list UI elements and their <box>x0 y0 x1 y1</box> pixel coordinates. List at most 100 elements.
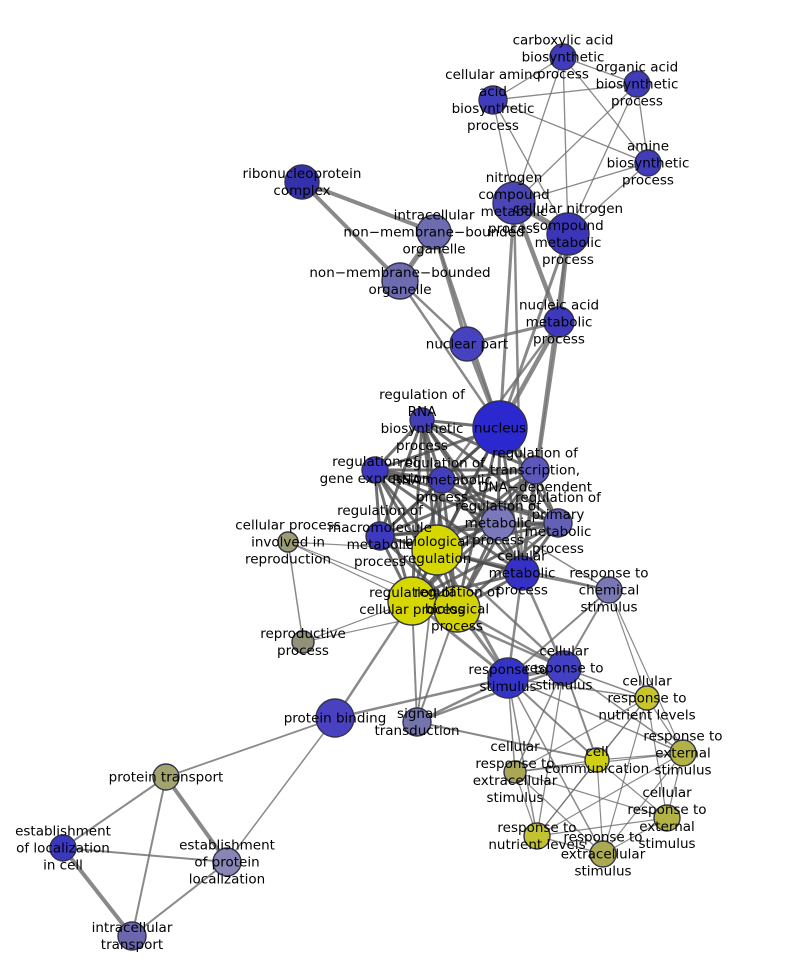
edge-protein-transport--establishment-localization-in-cell <box>62 776 167 849</box>
edge-organic-acid-biosynthetic--cellular-nitrogen-compound-metabolic <box>567 83 638 235</box>
node-response-nutrient-levels[interactable] <box>523 822 551 850</box>
edge-protein-binding--response-stimulus <box>334 676 509 720</box>
node-nuclear-part[interactable] <box>449 326 485 362</box>
node-regulation-primary-metabolic[interactable] <box>543 508 573 538</box>
edge-protein-binding--protein-transport <box>165 717 336 778</box>
node-ribonucleoprotein-complex[interactable] <box>284 164 320 200</box>
edge-carboxylic-acid-biosynthetic--nitrogen-compound-metabolic <box>513 56 564 204</box>
edge-nucleic-acid-metabolic--cellular-metabolic <box>520 321 561 574</box>
edge-cellular-response-extracellular-stimulus--cellular-response-external-stimulus <box>514 771 668 819</box>
edge-nitrogen-compound-metabolic--nucleus <box>498 202 516 429</box>
edge-response-external-stimulus--response-extracellular-stimulus <box>602 752 684 855</box>
node-regulation-biological-process[interactable] <box>433 585 481 633</box>
edge-cellular-response-nutrient-levels--cellular-response-extracellular-stimulus <box>514 697 648 773</box>
node-regulation-transcription-dna-dependent[interactable] <box>520 455 550 485</box>
edge-nitrogen-compound-metabolic--cellular-metabolic <box>512 202 524 574</box>
node-response-extracellular-stimulus[interactable] <box>589 840 617 868</box>
node-nmb-organelle[interactable] <box>381 262 419 300</box>
node-response-external-stimulus[interactable] <box>669 739 697 767</box>
edge-cellular-response-nutrient-levels--cellular-response-external-stimulus <box>646 697 668 819</box>
node-protein-binding[interactable] <box>315 698 355 738</box>
node-cellular-response-nutrient-levels[interactable] <box>634 685 660 711</box>
edge-protein-transport--establishment-protein-localization <box>164 775 229 864</box>
node-regulation-rna-metabolic[interactable] <box>428 466 456 494</box>
node-cellular-response-external-stimulus[interactable] <box>653 804 681 832</box>
node-organic-acid-biosynthetic[interactable] <box>623 70 651 98</box>
edge-cellular-response-nutrient-levels--response-extracellular-stimulus <box>602 697 648 855</box>
edge-cellular-response-stimulus--cellular-response-extracellular-stimulus <box>514 667 565 773</box>
node-layer <box>49 43 697 951</box>
edge-regulation-gene-expression--regulation-primary-metabolic <box>374 468 559 525</box>
node-cellular-response-stimulus[interactable] <box>546 650 582 686</box>
node-protein-transport[interactable] <box>152 763 180 791</box>
edge-response-stimulus--response-extracellular-stimulus <box>507 677 604 855</box>
edge-establishment-localization-in-cell--intracellular-transport <box>61 846 134 938</box>
edge-signal-transduction--biological-regulation <box>416 549 438 723</box>
edge-cellular-response-external-stimulus--response-nutrient-levels <box>536 817 668 837</box>
edge-establishment-localization-in-cell--establishment-protein-localization <box>62 847 228 863</box>
node-cellular-metabolic[interactable] <box>504 555 540 591</box>
edge-response-stimulus--response-chemical-stimulus <box>507 589 610 679</box>
node-regulation-macromolecule-metabolic[interactable] <box>365 521 395 551</box>
edge-cell-communication--response-extracellular-stimulus <box>596 759 604 855</box>
edge-ribonucleoprotein-complex--intracellular-nmb-organelle <box>301 180 435 234</box>
node-signal-transduction[interactable] <box>402 707 432 737</box>
edge-nucleus--regulation-biological-process <box>455 427 502 610</box>
edge-response-chemical-stimulus--cellular-response-nutrient-levels <box>608 589 648 699</box>
node-cellular-response-extracellular-stimulus[interactable] <box>503 760 527 784</box>
node-intracellular-nmb-organelle[interactable] <box>416 214 452 250</box>
edge-cellular-nitrogen-compound-metabolic--nucleus <box>498 233 570 429</box>
edge-cellular-response-stimulus--response-nutrient-levels <box>536 667 565 837</box>
node-cell-communication[interactable] <box>584 747 610 773</box>
node-biological-regulation[interactable] <box>411 524 463 576</box>
edge-carboxylic-acid-biosynthetic--cellular-nitrogen-compound-metabolic <box>562 56 569 235</box>
node-nucleic-acid-metabolic[interactable] <box>543 306 575 338</box>
node-regulation-gene-expression[interactable] <box>361 456 389 484</box>
edge-cellular-response-stimulus--response-external-stimulus <box>563 667 684 754</box>
node-establishment-protein-localization[interactable] <box>212 847 242 877</box>
edge-cellular-amino-acid-biosynthetic--cellular-nitrogen-compound-metabolic <box>492 99 569 235</box>
edge-ribonucleoprotein-complex--nmb-organelle <box>300 180 402 283</box>
edge-signal-transduction--cell-communication <box>416 721 598 761</box>
edge-cell-communication--cellular-response-external-stimulus <box>596 759 668 819</box>
node-carboxylic-acid-biosynthetic[interactable] <box>549 43 577 71</box>
edge-cellular-response-extracellular-stimulus--response-extracellular-stimulus <box>514 771 604 855</box>
edge-signal-transduction--cellular-response-stimulus <box>416 666 565 724</box>
edge-carboxylic-acid-biosynthetic--amine-biosynthetic <box>562 56 649 164</box>
edge-cellular-amino-acid-biosynthetic--organic-acid-biosynthetic <box>492 83 638 101</box>
label-layer: carboxylic acid biosynthetic processcellul… <box>15 33 723 953</box>
edge-regulation-rna-metabolic--regulation-primary-metabolic <box>441 478 559 525</box>
edge-cellular-response-stimulus--biological-regulation <box>436 549 565 669</box>
edge-organic-acid-biosynthetic--nitrogen-compound-metabolic <box>513 83 638 204</box>
node-response-stimulus[interactable] <box>487 657 529 699</box>
edge-response-chemical-stimulus--response-external-stimulus <box>608 589 684 754</box>
edge-nmb-organelle--nucleus <box>398 280 502 429</box>
node-regulation-metabolic[interactable] <box>480 505 516 541</box>
node-regulation-rna-biosynthetic[interactable] <box>409 407 435 433</box>
edge-cell-communication--response-external-stimulus <box>596 752 684 761</box>
edge-cell-communication--response-nutrient-levels <box>536 759 598 837</box>
node-cellular-process-involved-reproduction[interactable] <box>277 531 299 553</box>
edge-amine-biosynthetic--nitrogen-compound-metabolic <box>513 162 649 204</box>
edge-cellular-process-involved-reproduction--reproductive-process <box>287 541 304 643</box>
edge-establishment-protein-localization--intracellular-transport <box>131 861 228 937</box>
node-regulation-cellular-process[interactable] <box>387 576 437 626</box>
node-establishment-localization-in-cell[interactable] <box>49 834 77 862</box>
edge-regulation-gene-expression--regulation-metabolic <box>374 468 499 525</box>
node-response-chemical-stimulus[interactable] <box>595 576 623 604</box>
edge-cellular-amino-acid-biosynthetic--amine-biosynthetic <box>492 99 649 164</box>
node-intracellular-transport[interactable] <box>117 921 147 951</box>
node-cellular-amino-acid-biosynthetic[interactable] <box>478 85 508 115</box>
edge-response-chemical-stimulus--regulation-metabolic <box>497 522 610 591</box>
edge-protein-binding--establishment-protein-localization <box>226 717 336 863</box>
node-amine-biosynthetic[interactable] <box>634 149 662 177</box>
node-cellular-nitrogen-compound-metabolic[interactable] <box>546 212 590 256</box>
edge-regulation-rna-biosynthetic--regulation-cellular-process <box>410 419 424 602</box>
node-nitrogen-compound-metabolic[interactable] <box>492 181 536 225</box>
edge-response-stimulus--response-external-stimulus <box>507 677 684 754</box>
node-nucleus[interactable] <box>472 400 528 456</box>
node-reproductive-process[interactable] <box>291 630 315 654</box>
edge-protein-transport--intracellular-transport <box>131 776 167 937</box>
